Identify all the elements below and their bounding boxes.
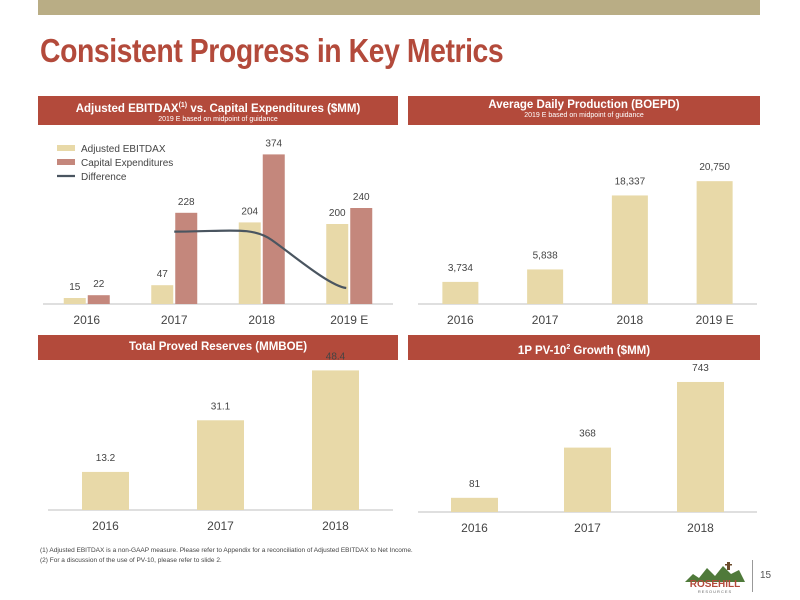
bar xyxy=(451,497,498,512)
panel-header-production: Average Daily Production (BOEPD) 2019 E … xyxy=(408,96,760,125)
footnote-ref: (1) xyxy=(178,102,188,109)
bar xyxy=(63,298,86,304)
data-label: 47 xyxy=(157,269,169,280)
bar xyxy=(262,154,285,304)
data-label: 3,734 xyxy=(448,263,473,274)
data-label: 374 xyxy=(265,138,282,149)
data-label: 22 xyxy=(93,279,105,290)
bar xyxy=(151,285,174,304)
bar xyxy=(527,269,564,304)
page-title: Consistent Progress in Key Metrics xyxy=(40,32,504,69)
data-label: 48.4 xyxy=(326,351,346,362)
data-label: 81 xyxy=(469,479,481,490)
panel-title: 1P PV-10 xyxy=(517,344,567,357)
data-label: 15 xyxy=(69,282,81,293)
panel-subtitle: 2019 E based on midpoint of guidance xyxy=(158,115,278,123)
x-tick-label: 2018 xyxy=(248,313,275,327)
divider xyxy=(752,560,753,592)
data-label: 20,750 xyxy=(699,162,730,173)
bar xyxy=(611,195,648,304)
bar xyxy=(197,420,244,510)
x-tick-label: 2016 xyxy=(461,521,488,535)
x-tick-label: 2016 xyxy=(73,313,100,327)
difference-line xyxy=(174,229,347,290)
panel-header-ebitdax: Adjusted EBITDAX(1) vs. Capital Expendit… xyxy=(38,96,398,125)
logo-name: ROSEHILL xyxy=(690,579,741,590)
x-tick-label: 2018 xyxy=(617,313,644,327)
x-tick-label: 2017 xyxy=(161,313,188,327)
x-tick-label: 2019 E xyxy=(330,313,368,327)
data-label: 200 xyxy=(329,208,346,219)
data-label: 5,838 xyxy=(533,250,558,261)
panel-header-reserves: Total Proved Reserves (MMBOE) xyxy=(38,335,398,360)
panel-title: Adjusted EBITDAX xyxy=(75,102,179,115)
panel-title-rest: Growth ($MM) xyxy=(570,344,651,357)
panel-title-rest: vs. Capital Expenditures ($MM) xyxy=(187,102,361,115)
footnote-ref: 2 xyxy=(566,344,571,351)
bar xyxy=(696,181,733,304)
legend-label-ebitdax: Adjusted EBITDAX xyxy=(81,144,166,155)
x-tick-label: 2017 xyxy=(207,519,234,533)
legend-swatch-capex xyxy=(57,159,75,165)
legend-label-difference: Difference xyxy=(81,172,127,183)
bar xyxy=(564,447,611,512)
bar xyxy=(677,381,724,512)
bar xyxy=(238,222,261,304)
top-accent-bar xyxy=(38,0,760,15)
data-label: 13.2 xyxy=(96,453,116,464)
x-tick-label: 2019 E xyxy=(696,313,734,327)
legend-label-capex: Capital Expenditures xyxy=(81,158,173,169)
bar xyxy=(350,208,373,304)
page-number: 15 xyxy=(760,570,772,581)
bar xyxy=(312,370,359,510)
rosehill-logo: ROSEHILL RESOURCES xyxy=(685,562,745,594)
bar xyxy=(442,281,479,304)
footnote-2: (2) For a discussion of the use of PV-10… xyxy=(40,557,222,564)
logo-sub: RESOURCES xyxy=(698,589,732,594)
data-label: 368 xyxy=(579,429,596,440)
x-tick-label: 2016 xyxy=(92,519,119,533)
panel-header-pv10: 1P PV-102 Growth ($MM) xyxy=(408,335,760,360)
data-label: 204 xyxy=(241,206,258,217)
panel-title: Total Proved Reserves (MMBOE) xyxy=(128,341,308,353)
x-tick-label: 2018 xyxy=(687,521,714,535)
data-label: 240 xyxy=(353,192,370,203)
legend-swatch-ebitdax xyxy=(57,145,75,151)
panel-subtitle: 2019 E based on midpoint of guidance xyxy=(524,112,644,119)
footnote-1: (1) Adjusted EBITDAX is a non-GAAP measu… xyxy=(40,547,413,554)
bar xyxy=(175,212,198,304)
bar xyxy=(326,224,349,304)
data-label: 31.1 xyxy=(211,401,231,412)
footnotes: (1) Adjusted EBITDAX is a non-GAAP measu… xyxy=(40,546,413,566)
data-label: 228 xyxy=(178,197,195,208)
panel-title: Average Daily Production (BOEPD) xyxy=(488,99,680,111)
bar xyxy=(87,295,110,304)
data-label: 18,337 xyxy=(615,176,646,187)
data-label: 743 xyxy=(692,363,709,374)
bar xyxy=(82,471,129,510)
x-tick-label: 2017 xyxy=(532,313,559,327)
x-tick-label: 2017 xyxy=(574,521,601,535)
x-tick-label: 2018 xyxy=(322,519,349,533)
x-tick-label: 2016 xyxy=(447,313,474,327)
